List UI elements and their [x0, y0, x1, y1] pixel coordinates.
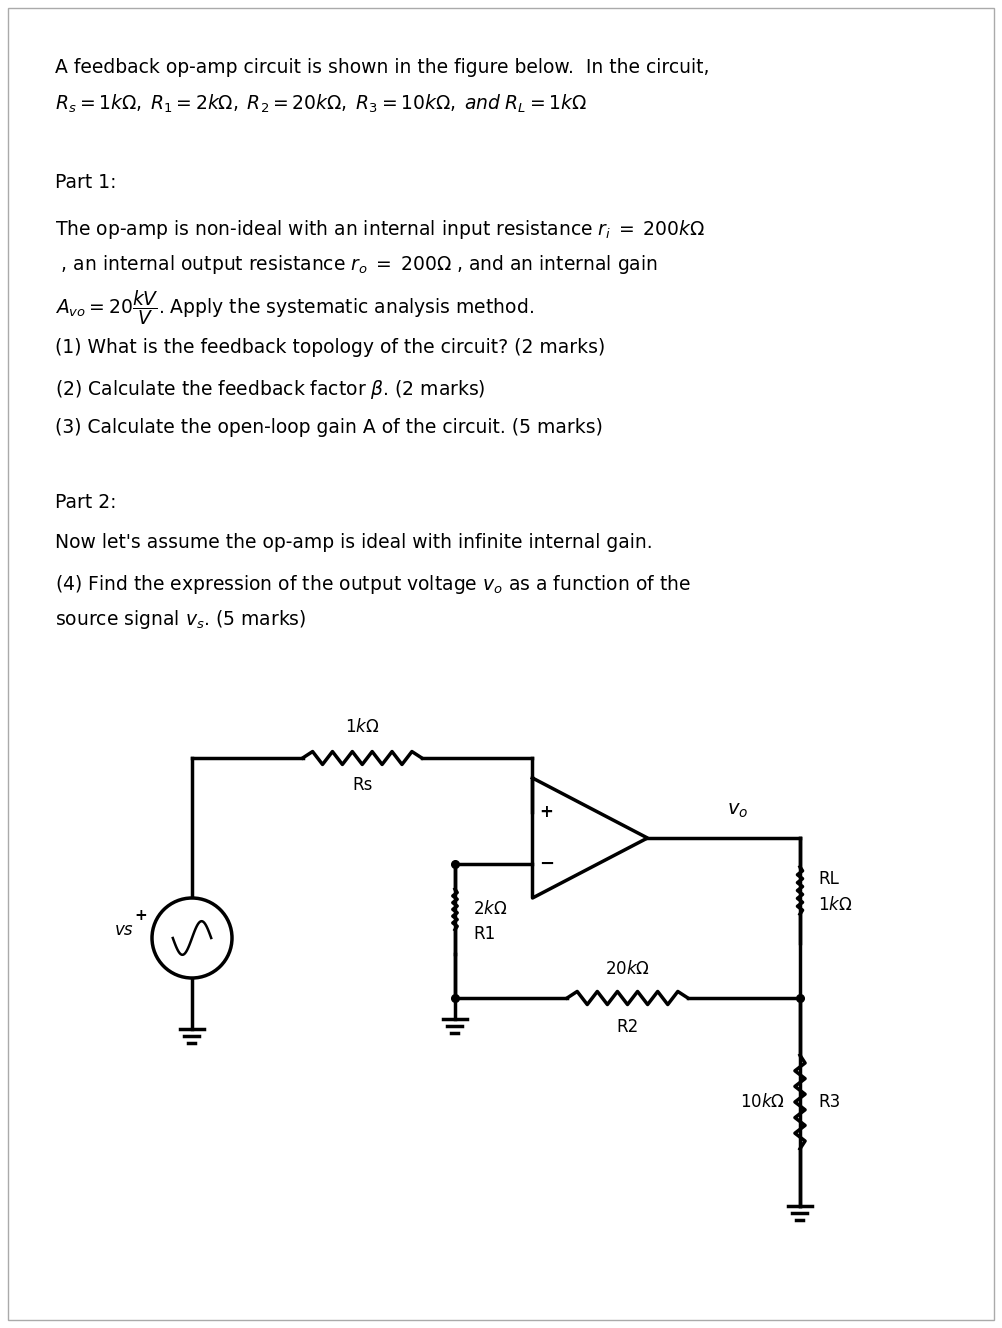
- Text: (2) Calculate the feedback factor $\beta$. (2 marks): (2) Calculate the feedback factor $\beta…: [55, 378, 486, 401]
- Text: Part 2:: Part 2:: [55, 493, 116, 513]
- Text: R2: R2: [616, 1019, 638, 1036]
- Text: $v_o$: $v_o$: [727, 801, 748, 819]
- Text: source signal $v_s$. (5 marks): source signal $v_s$. (5 marks): [55, 608, 307, 631]
- Text: +: +: [134, 908, 147, 923]
- Text: $R_s = 1k\Omega,\;  R_1 = 2k\Omega,\;  R_2 = 20k\Omega,\;  R_3 = 10k\Omega,\;  a: $R_s = 1k\Omega,\; R_1 = 2k\Omega,\; R_2…: [55, 93, 587, 116]
- Text: (3) Calculate the open-loop gain A of the circuit. (5 marks): (3) Calculate the open-loop gain A of th…: [55, 418, 603, 437]
- Text: +: +: [539, 802, 553, 821]
- Text: Now let's assume the op-amp is ideal with infinite internal gain.: Now let's assume the op-amp is ideal wit…: [55, 533, 652, 552]
- Text: Rs: Rs: [352, 776, 373, 794]
- Text: $2k\Omega$: $2k\Omega$: [473, 900, 507, 919]
- Text: $1k\Omega$: $1k\Omega$: [818, 895, 853, 914]
- Text: (1) What is the feedback topology of the circuit? (2 marks): (1) What is the feedback topology of the…: [55, 339, 605, 357]
- Text: RL: RL: [818, 870, 839, 887]
- Text: −: −: [539, 855, 554, 874]
- Text: A feedback op-amp circuit is shown in the figure below.  In the circuit,: A feedback op-amp circuit is shown in th…: [55, 58, 709, 77]
- Circle shape: [152, 898, 232, 977]
- Text: The op-amp is non-ideal with an internal input resistance $r_i \;=\; 200k\Omega$: The op-amp is non-ideal with an internal…: [55, 218, 705, 240]
- Text: R3: R3: [818, 1093, 841, 1112]
- Text: $A_{vo} = 20\dfrac{kV}{V}$. Apply the systematic analysis method.: $A_{vo} = 20\dfrac{kV}{V}$. Apply the sy…: [55, 288, 534, 327]
- Text: vs: vs: [115, 922, 133, 939]
- Text: $20k\Omega$: $20k\Omega$: [605, 960, 650, 977]
- Text: Part 1:: Part 1:: [55, 173, 116, 193]
- Text: , an internal output resistance $r_o \;=\; 200\Omega$ , and an internal gain: , an internal output resistance $r_o \;=…: [55, 254, 658, 276]
- Text: $1k\Omega$: $1k\Omega$: [345, 718, 380, 736]
- Text: R1: R1: [473, 926, 495, 943]
- Text: (4) Find the expression of the output voltage $v_o$ as a function of the: (4) Find the expression of the output vo…: [55, 572, 691, 596]
- Text: $10k\Omega$: $10k\Omega$: [740, 1093, 785, 1112]
